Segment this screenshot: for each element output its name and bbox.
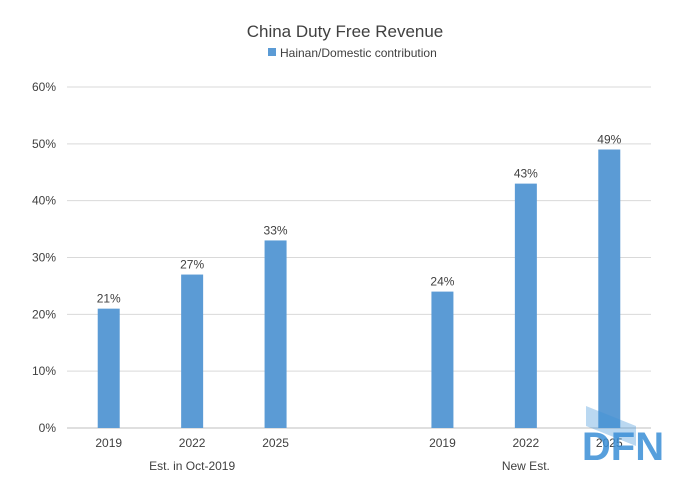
y-tick-label: 0% [39, 421, 57, 435]
y-tick-label: 20% [32, 307, 56, 321]
x-tick-label: 2019 [95, 436, 122, 450]
x-tick-label: 2025 [596, 436, 623, 450]
x-tick-label: 2022 [513, 436, 540, 450]
group-label: Est. in Oct-2019 [149, 459, 235, 473]
y-tick-label: 40% [32, 194, 56, 208]
group-labels: Est. in Oct-2019 New Est. [149, 459, 550, 473]
y-tick-label: 10% [32, 364, 56, 378]
chart-title: China Duty Free Revenue [247, 22, 444, 41]
legend: Hainan/Domestic contribution [268, 46, 437, 60]
data-label: 33% [264, 223, 288, 237]
bar [514, 183, 537, 428]
y-tick-label: 30% [32, 251, 56, 265]
data-labels: 21% 27% 33% 24% 43% 49% [97, 133, 622, 306]
data-label: 49% [597, 133, 621, 147]
bar [97, 308, 120, 428]
bar [264, 240, 287, 428]
data-label: 24% [430, 275, 454, 289]
bar [181, 274, 204, 428]
y-axis-ticks: 0% 10% 20% 30% 40% 50% 60% [32, 80, 56, 435]
bar [431, 291, 454, 428]
group-label: New Est. [502, 459, 550, 473]
gridlines [67, 86, 651, 429]
x-tick-label: 2019 [429, 436, 456, 450]
legend-swatch [268, 48, 276, 56]
legend-label: Hainan/Domestic contribution [280, 46, 437, 60]
data-label: 43% [514, 167, 538, 181]
data-label: 27% [180, 258, 204, 272]
y-tick-label: 60% [32, 80, 56, 94]
x-tick-label: 2025 [262, 436, 289, 450]
x-tick-label: 2022 [179, 436, 206, 450]
bars [97, 149, 621, 428]
data-label: 21% [97, 292, 121, 306]
bar [598, 149, 621, 428]
y-tick-label: 50% [32, 137, 56, 151]
x-axis-ticks: 2019 2022 2025 2019 2022 2025 [95, 436, 623, 450]
